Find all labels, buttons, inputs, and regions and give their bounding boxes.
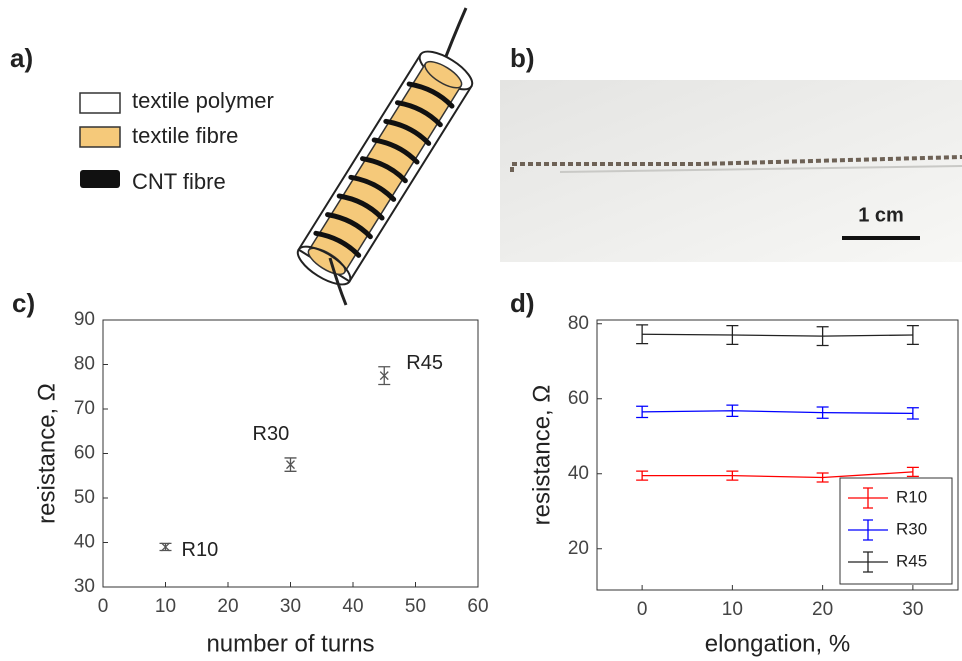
series-line xyxy=(642,333,913,337)
legend-label: textile polymer xyxy=(132,88,274,113)
error-bar xyxy=(906,407,919,420)
error-bar xyxy=(906,466,919,478)
marker xyxy=(379,371,389,381)
marker xyxy=(286,460,295,470)
x-axis-label: number of turns xyxy=(206,630,374,657)
plot-frame xyxy=(596,319,959,591)
x-tick-label: 0 xyxy=(98,596,109,617)
panel-label: d) xyxy=(510,288,535,318)
x-tick-label: 0 xyxy=(637,599,648,620)
fibre-shadow xyxy=(559,165,962,173)
y-tick-label: 40 xyxy=(568,463,589,484)
error-bar xyxy=(816,472,829,483)
y-tick-label: 60 xyxy=(568,388,589,409)
error-bar xyxy=(906,324,919,346)
y-tick-label: 60 xyxy=(74,443,95,464)
error-bar xyxy=(636,324,649,345)
legend-label: R30 xyxy=(896,519,927,538)
legend-label: CNT fibre xyxy=(132,169,226,194)
point-label: R30 xyxy=(253,423,290,445)
y-tick-label: 80 xyxy=(74,354,95,375)
legend-label: R45 xyxy=(896,551,927,570)
error-bar xyxy=(816,326,829,347)
error-bar xyxy=(726,324,739,346)
point-label: R10 xyxy=(182,539,219,561)
x-tick-label: 10 xyxy=(722,599,743,620)
y-tick-label: 90 xyxy=(74,309,95,330)
error-bar xyxy=(636,405,649,419)
point-label: R45 xyxy=(406,352,443,374)
legend-glyph xyxy=(848,519,888,541)
x-tick-label: 30 xyxy=(280,596,301,617)
x-tick-label: 20 xyxy=(217,596,238,617)
fibre-photo xyxy=(510,155,962,172)
y-tick-label: 80 xyxy=(568,313,589,334)
scale-bar-label: 1 cm xyxy=(858,204,904,226)
panel-label: b) xyxy=(510,43,535,73)
error-bar xyxy=(726,470,739,481)
x-tick-label: 60 xyxy=(467,596,488,617)
error-bar xyxy=(816,406,829,419)
x-axis-label: elongation, % xyxy=(705,630,850,657)
panel-label: a) xyxy=(10,43,33,73)
x-tick-label: 30 xyxy=(902,599,923,620)
legend-box xyxy=(839,477,953,585)
legend-glyph xyxy=(848,487,888,509)
y-axis-label: resistance, Ω xyxy=(528,385,555,526)
x-tick-label: 20 xyxy=(812,599,833,620)
y-tick-label: 70 xyxy=(74,398,95,419)
y-axis-label: resistance, Ω xyxy=(33,383,60,524)
y-tick-label: 40 xyxy=(74,532,95,553)
x-tick-label: 10 xyxy=(155,596,176,617)
legend-swatch xyxy=(80,170,120,188)
y-tick-label: 20 xyxy=(568,538,589,559)
series-line xyxy=(642,471,913,479)
error-bar xyxy=(636,470,649,481)
error-bar xyxy=(726,404,739,418)
x-tick-label: 40 xyxy=(342,596,363,617)
fibre-diagram xyxy=(296,7,474,306)
y-tick-label: 50 xyxy=(74,487,95,508)
x-tick-label: 50 xyxy=(405,596,426,617)
panel-label: c) xyxy=(12,288,35,318)
legend-swatch xyxy=(79,126,121,148)
legend-label: R10 xyxy=(896,487,927,506)
legend-swatch xyxy=(79,92,121,114)
legend-glyph xyxy=(848,551,888,573)
marker xyxy=(161,542,170,552)
y-tick-label: 30 xyxy=(74,576,95,597)
series-line xyxy=(642,410,913,415)
legend-label: textile fibre xyxy=(132,123,238,148)
